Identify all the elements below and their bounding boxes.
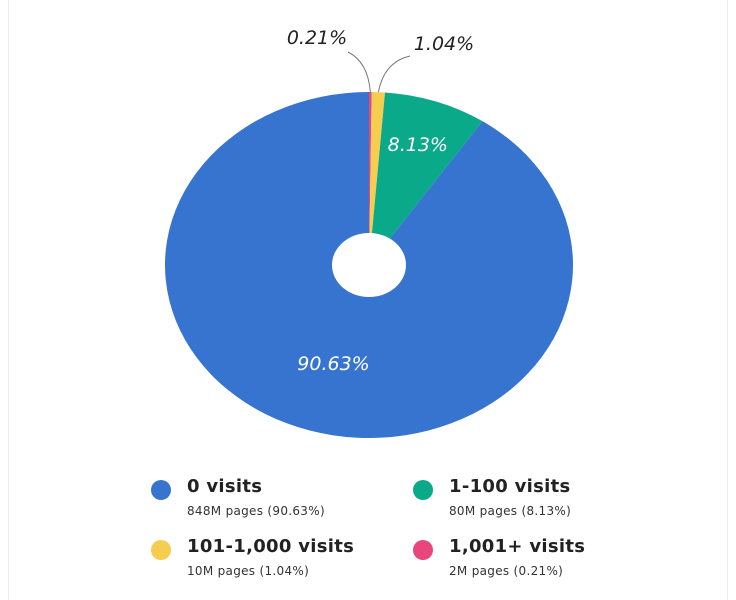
slice-label-1-100-visits: 8.13%: [388, 134, 448, 156]
slice-label-101-1000-visits: 1.04%: [414, 33, 474, 55]
donut-hole: [332, 233, 406, 297]
slice-1-100-visits: [369, 92, 483, 265]
leader-line: [347, 51, 371, 93]
leader-line: [377, 55, 411, 93]
slice-label-1001-plus-visits: 0.21%: [287, 27, 347, 49]
slice-1001-plus-visits: [369, 92, 372, 265]
slice-101-1000-visits: [369, 92, 385, 266]
slice-label-0-visits: 90.63%: [297, 353, 369, 375]
